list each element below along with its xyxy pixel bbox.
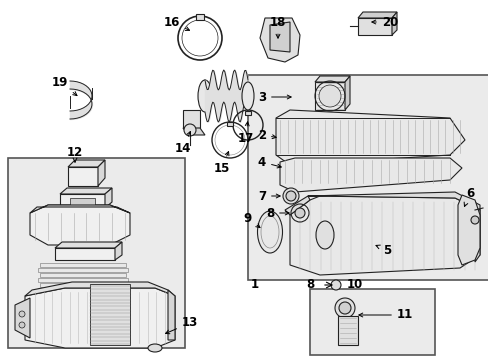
Polygon shape <box>474 205 479 262</box>
Bar <box>8 158 184 348</box>
Polygon shape <box>30 205 130 245</box>
Polygon shape <box>15 298 30 338</box>
Polygon shape <box>40 263 126 267</box>
Polygon shape <box>40 283 126 287</box>
Polygon shape <box>260 18 299 62</box>
Text: 14: 14 <box>174 131 191 154</box>
Polygon shape <box>275 110 464 165</box>
Polygon shape <box>25 282 175 296</box>
Polygon shape <box>168 290 175 340</box>
Polygon shape <box>38 278 128 282</box>
Ellipse shape <box>315 221 333 249</box>
Polygon shape <box>70 198 95 205</box>
Polygon shape <box>357 18 391 35</box>
Polygon shape <box>226 122 232 126</box>
Polygon shape <box>115 242 122 260</box>
Text: 15: 15 <box>213 152 230 175</box>
Polygon shape <box>68 167 98 186</box>
Polygon shape <box>60 188 112 194</box>
Polygon shape <box>285 192 479 215</box>
Polygon shape <box>196 14 203 20</box>
Text: 2: 2 <box>257 129 276 141</box>
Polygon shape <box>90 284 130 345</box>
Polygon shape <box>289 196 479 275</box>
Text: 9: 9 <box>244 212 260 228</box>
Text: 17: 17 <box>237 122 254 144</box>
Polygon shape <box>337 316 357 345</box>
Polygon shape <box>183 128 204 135</box>
Ellipse shape <box>148 344 162 352</box>
Text: 5: 5 <box>375 243 390 257</box>
Polygon shape <box>345 76 349 110</box>
Text: 8: 8 <box>265 207 288 220</box>
Polygon shape <box>60 194 105 208</box>
Text: 13: 13 <box>165 316 198 334</box>
Polygon shape <box>55 248 115 260</box>
Polygon shape <box>98 160 105 186</box>
Circle shape <box>19 311 25 317</box>
Text: 8: 8 <box>305 279 313 292</box>
Circle shape <box>294 208 305 218</box>
Circle shape <box>283 188 298 204</box>
Circle shape <box>183 124 196 136</box>
Polygon shape <box>314 82 345 110</box>
Circle shape <box>470 216 478 224</box>
Circle shape <box>285 191 295 201</box>
Text: 16: 16 <box>163 15 189 31</box>
Polygon shape <box>38 268 128 272</box>
Circle shape <box>334 298 354 318</box>
Ellipse shape <box>198 80 212 112</box>
Ellipse shape <box>242 82 253 110</box>
Text: 3: 3 <box>257 90 290 104</box>
Circle shape <box>330 280 340 290</box>
Circle shape <box>338 302 350 314</box>
Bar <box>309 289 434 355</box>
Circle shape <box>19 322 25 328</box>
Text: 19: 19 <box>52 76 77 96</box>
Polygon shape <box>357 12 396 18</box>
Text: 11: 11 <box>358 309 412 321</box>
Text: 18: 18 <box>269 15 285 38</box>
Polygon shape <box>183 110 200 128</box>
Text: 1: 1 <box>250 279 259 292</box>
Text: 6: 6 <box>463 186 473 206</box>
Polygon shape <box>40 293 126 297</box>
Polygon shape <box>457 195 479 265</box>
Ellipse shape <box>257 211 282 253</box>
Polygon shape <box>269 22 289 52</box>
Polygon shape <box>68 160 105 167</box>
Polygon shape <box>25 288 175 348</box>
Polygon shape <box>391 12 396 35</box>
Ellipse shape <box>318 85 340 107</box>
Bar <box>247 75 488 280</box>
Text: 12: 12 <box>67 145 83 162</box>
Polygon shape <box>40 273 126 277</box>
Polygon shape <box>105 188 112 208</box>
Text: 4: 4 <box>257 156 281 168</box>
Polygon shape <box>38 288 128 292</box>
Text: 10: 10 <box>346 279 363 292</box>
Polygon shape <box>55 242 122 248</box>
Polygon shape <box>280 158 461 192</box>
Polygon shape <box>30 205 130 213</box>
Polygon shape <box>244 111 250 115</box>
Text: 20: 20 <box>371 15 397 28</box>
Polygon shape <box>314 76 349 82</box>
Text: 7: 7 <box>257 189 280 202</box>
